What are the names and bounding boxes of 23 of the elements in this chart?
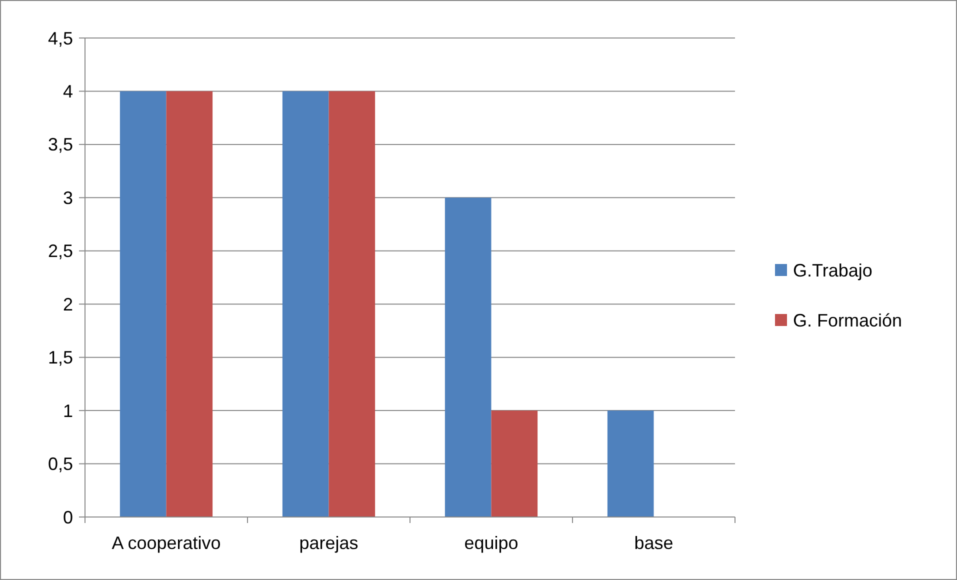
y-tick-label: 1,5: [48, 348, 73, 368]
x-tick-label: A cooperativo: [112, 533, 221, 553]
y-tick-label: 4: [62, 82, 73, 102]
bar: [120, 91, 166, 517]
y-tick-label: 4,5: [48, 28, 73, 48]
y-tick-label: 2,5: [48, 241, 73, 262]
y-tick-label: 0: [62, 507, 73, 528]
bar: [166, 91, 213, 517]
legend-label: G. Formación: [793, 310, 902, 330]
y-tick-label: 2: [62, 294, 73, 314]
x-tick-label: parejas: [299, 533, 358, 553]
x-tick-label: base: [634, 533, 674, 553]
bar: [282, 91, 329, 517]
bar: [444, 198, 492, 517]
y-tick-label: 3: [62, 188, 73, 208]
y-tick-label: 0,5: [48, 454, 73, 474]
y-tick-label: 3,5: [48, 134, 73, 155]
bar: [491, 410, 538, 517]
legend-label: G.Trabajo: [793, 260, 872, 280]
bar: [328, 91, 376, 517]
x-tick-label: equipo: [464, 533, 518, 553]
bar: [607, 410, 654, 517]
y-tick-label: 1: [62, 400, 73, 421]
